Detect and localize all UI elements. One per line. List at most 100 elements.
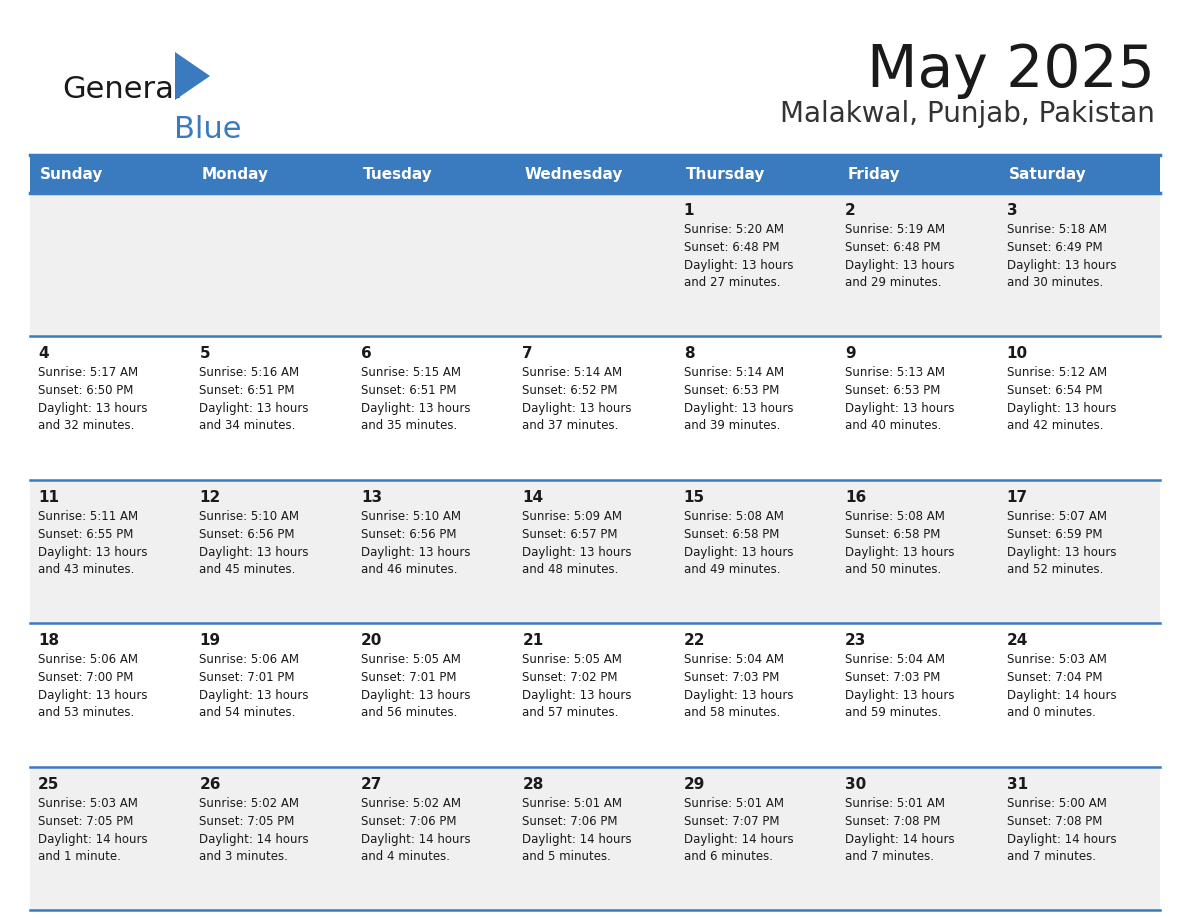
Text: Sunset: 7:05 PM: Sunset: 7:05 PM: [38, 814, 133, 828]
Text: and 27 minutes.: and 27 minutes.: [684, 276, 781, 289]
Text: Sunset: 6:56 PM: Sunset: 6:56 PM: [361, 528, 456, 541]
Text: Sunset: 7:07 PM: Sunset: 7:07 PM: [684, 814, 779, 828]
Text: Daylight: 13 hours: Daylight: 13 hours: [361, 689, 470, 702]
Text: Daylight: 13 hours: Daylight: 13 hours: [200, 546, 309, 559]
Text: Sunset: 7:06 PM: Sunset: 7:06 PM: [361, 814, 456, 828]
Text: and 46 minutes.: and 46 minutes.: [361, 563, 457, 576]
Text: and 53 minutes.: and 53 minutes.: [38, 706, 134, 719]
Text: 22: 22: [684, 633, 706, 648]
Text: 1: 1: [684, 203, 694, 218]
Text: Monday: Monday: [202, 166, 268, 182]
Text: Sunset: 7:05 PM: Sunset: 7:05 PM: [200, 814, 295, 828]
Text: 26: 26: [200, 777, 221, 791]
Text: Daylight: 13 hours: Daylight: 13 hours: [38, 402, 147, 416]
Text: Daylight: 13 hours: Daylight: 13 hours: [1006, 259, 1116, 272]
Text: Sunrise: 5:11 AM: Sunrise: 5:11 AM: [38, 509, 138, 522]
Text: and 39 minutes.: and 39 minutes.: [684, 420, 781, 432]
Text: Sunset: 6:59 PM: Sunset: 6:59 PM: [1006, 528, 1102, 541]
Text: and 29 minutes.: and 29 minutes.: [845, 276, 942, 289]
Text: and 50 minutes.: and 50 minutes.: [845, 563, 941, 576]
Text: 3: 3: [1006, 203, 1017, 218]
Text: 24: 24: [1006, 633, 1028, 648]
Text: Sunrise: 5:04 AM: Sunrise: 5:04 AM: [845, 654, 946, 666]
Text: Sunrise: 5:08 AM: Sunrise: 5:08 AM: [845, 509, 944, 522]
Text: Friday: Friday: [847, 166, 899, 182]
Text: Sunset: 7:02 PM: Sunset: 7:02 PM: [523, 671, 618, 684]
Text: Daylight: 14 hours: Daylight: 14 hours: [1006, 833, 1117, 845]
Text: 4: 4: [38, 346, 49, 362]
Text: Sunrise: 5:00 AM: Sunrise: 5:00 AM: [1006, 797, 1106, 810]
Text: Daylight: 13 hours: Daylight: 13 hours: [845, 259, 955, 272]
Text: 25: 25: [38, 777, 59, 791]
Text: Daylight: 13 hours: Daylight: 13 hours: [845, 402, 955, 416]
Text: 31: 31: [1006, 777, 1028, 791]
Text: Daylight: 14 hours: Daylight: 14 hours: [845, 833, 955, 845]
Text: and 5 minutes.: and 5 minutes.: [523, 849, 611, 863]
Text: Sunrise: 5:03 AM: Sunrise: 5:03 AM: [38, 797, 138, 810]
Text: Sunrise: 5:04 AM: Sunrise: 5:04 AM: [684, 654, 784, 666]
Bar: [30, 155, 1159, 193]
Text: Daylight: 14 hours: Daylight: 14 hours: [361, 833, 470, 845]
Text: Wednesday: Wednesday: [524, 166, 623, 182]
Text: Sunrise: 5:06 AM: Sunrise: 5:06 AM: [38, 654, 138, 666]
Text: 11: 11: [38, 490, 59, 505]
Text: Sunset: 6:48 PM: Sunset: 6:48 PM: [684, 241, 779, 254]
Text: Sunset: 6:52 PM: Sunset: 6:52 PM: [523, 385, 618, 397]
Text: Sunrise: 5:02 AM: Sunrise: 5:02 AM: [361, 797, 461, 810]
Text: and 7 minutes.: and 7 minutes.: [845, 849, 934, 863]
Text: 13: 13: [361, 490, 383, 505]
Text: Sunset: 6:54 PM: Sunset: 6:54 PM: [1006, 385, 1102, 397]
Text: and 7 minutes.: and 7 minutes.: [1006, 849, 1095, 863]
Text: General: General: [62, 75, 183, 105]
Text: and 32 minutes.: and 32 minutes.: [38, 420, 134, 432]
Text: Sunrise: 5:13 AM: Sunrise: 5:13 AM: [845, 366, 946, 379]
Text: Daylight: 13 hours: Daylight: 13 hours: [200, 402, 309, 416]
Text: and 49 minutes.: and 49 minutes.: [684, 563, 781, 576]
Text: Daylight: 13 hours: Daylight: 13 hours: [523, 689, 632, 702]
Text: and 34 minutes.: and 34 minutes.: [200, 420, 296, 432]
Text: Sunrise: 5:15 AM: Sunrise: 5:15 AM: [361, 366, 461, 379]
Text: Sunset: 6:57 PM: Sunset: 6:57 PM: [523, 528, 618, 541]
Text: Sunrise: 5:10 AM: Sunrise: 5:10 AM: [361, 509, 461, 522]
Text: Sunset: 6:48 PM: Sunset: 6:48 PM: [845, 241, 941, 254]
Text: Sunrise: 5:06 AM: Sunrise: 5:06 AM: [200, 654, 299, 666]
Text: Sunset: 6:58 PM: Sunset: 6:58 PM: [845, 528, 941, 541]
Text: Daylight: 13 hours: Daylight: 13 hours: [1006, 546, 1116, 559]
Text: Daylight: 14 hours: Daylight: 14 hours: [200, 833, 309, 845]
Text: Sunrise: 5:14 AM: Sunrise: 5:14 AM: [523, 366, 623, 379]
Text: Daylight: 13 hours: Daylight: 13 hours: [684, 259, 794, 272]
Bar: [30, 480, 1159, 623]
Text: Tuesday: Tuesday: [362, 166, 432, 182]
Text: 6: 6: [361, 346, 372, 362]
Text: 16: 16: [845, 490, 866, 505]
Text: and 56 minutes.: and 56 minutes.: [361, 706, 457, 719]
Text: Sunrise: 5:10 AM: Sunrise: 5:10 AM: [200, 509, 299, 522]
Text: 15: 15: [684, 490, 704, 505]
Text: Sunrise: 5:09 AM: Sunrise: 5:09 AM: [523, 509, 623, 522]
Text: and 0 minutes.: and 0 minutes.: [1006, 706, 1095, 719]
Bar: [30, 767, 1159, 910]
Text: Sunrise: 5:05 AM: Sunrise: 5:05 AM: [523, 654, 623, 666]
Text: May 2025: May 2025: [867, 42, 1155, 99]
Text: Daylight: 14 hours: Daylight: 14 hours: [1006, 689, 1117, 702]
Text: Daylight: 13 hours: Daylight: 13 hours: [523, 546, 632, 559]
Text: Sunrise: 5:16 AM: Sunrise: 5:16 AM: [200, 366, 299, 379]
Text: Sunset: 6:51 PM: Sunset: 6:51 PM: [361, 385, 456, 397]
Text: 7: 7: [523, 346, 533, 362]
Text: 30: 30: [845, 777, 866, 791]
Text: and 40 minutes.: and 40 minutes.: [845, 420, 942, 432]
Text: Sunrise: 5:14 AM: Sunrise: 5:14 AM: [684, 366, 784, 379]
Text: 2: 2: [845, 203, 855, 218]
Text: Daylight: 13 hours: Daylight: 13 hours: [845, 546, 955, 559]
Text: Sunrise: 5:05 AM: Sunrise: 5:05 AM: [361, 654, 461, 666]
Text: Daylight: 13 hours: Daylight: 13 hours: [38, 546, 147, 559]
Text: Thursday: Thursday: [685, 166, 765, 182]
Text: 28: 28: [523, 777, 544, 791]
Text: Sunset: 6:51 PM: Sunset: 6:51 PM: [200, 385, 295, 397]
Text: 20: 20: [361, 633, 383, 648]
Bar: [30, 193, 1159, 336]
Text: and 35 minutes.: and 35 minutes.: [361, 420, 457, 432]
Text: 5: 5: [200, 346, 210, 362]
Text: 10: 10: [1006, 346, 1028, 362]
Text: Sunset: 6:55 PM: Sunset: 6:55 PM: [38, 528, 133, 541]
